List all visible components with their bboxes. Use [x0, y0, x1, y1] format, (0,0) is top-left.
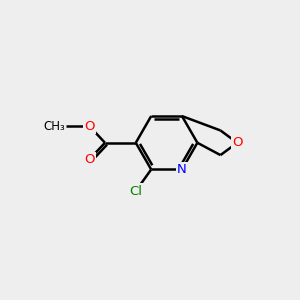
- Text: CH₃: CH₃: [44, 120, 65, 133]
- Text: O: O: [232, 136, 242, 149]
- Text: N: N: [177, 163, 187, 176]
- Text: O: O: [84, 120, 95, 133]
- Text: Cl: Cl: [129, 184, 142, 197]
- Text: O: O: [84, 153, 95, 166]
